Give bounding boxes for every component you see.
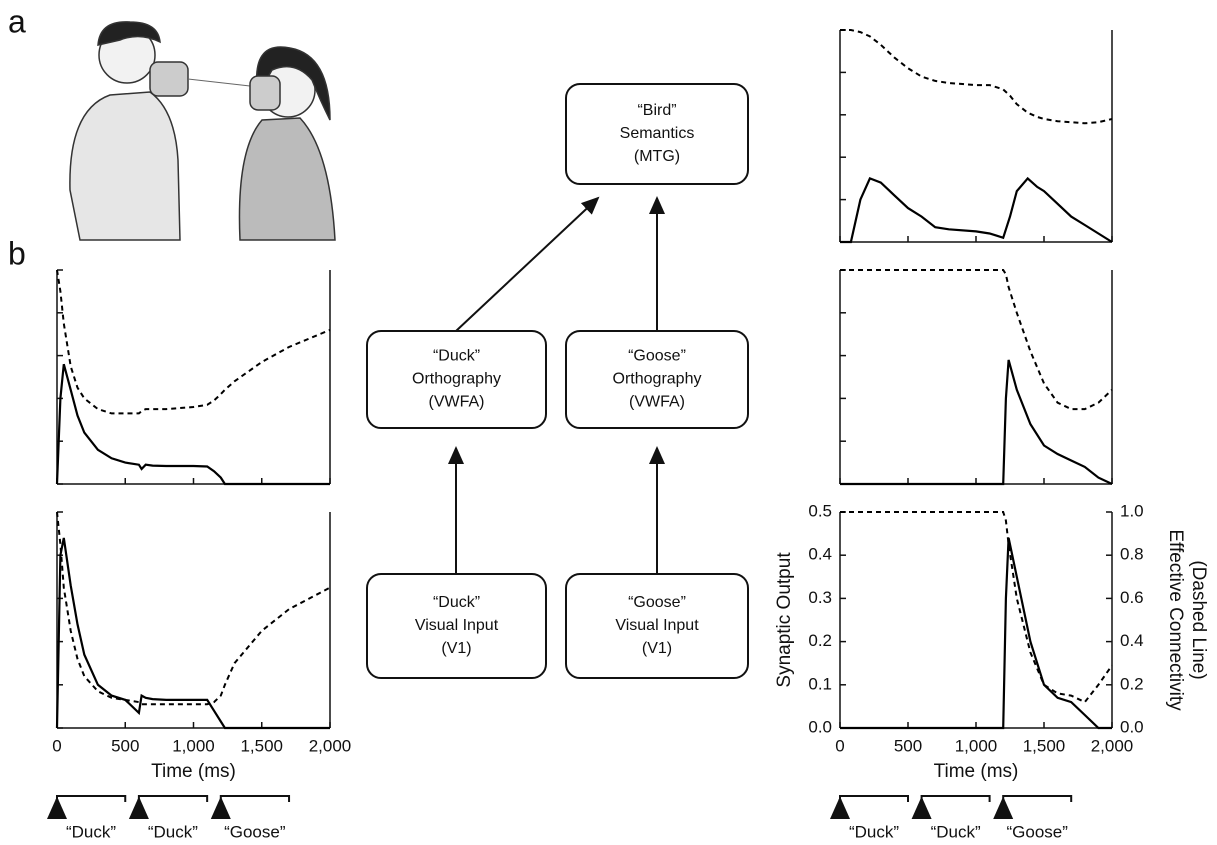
node-label: (MTG) bbox=[634, 148, 680, 165]
y2-tick-label: 0.2 bbox=[1120, 674, 1144, 693]
node-label: “Duck” bbox=[433, 348, 480, 365]
x-axis-label: Time (ms) bbox=[934, 761, 1019, 782]
node-label: Orthography bbox=[412, 371, 501, 388]
stimulus-bracket bbox=[221, 796, 289, 802]
x-tick-label: 1,500 bbox=[1023, 736, 1066, 755]
node-label: “Goose” bbox=[628, 594, 686, 611]
node-label: “Goose” bbox=[628, 348, 686, 365]
x-tick-label: 0 bbox=[835, 736, 844, 755]
stimulus-label: “Goose” bbox=[1006, 822, 1068, 841]
stimulus-bracket bbox=[922, 796, 990, 802]
series-line bbox=[840, 30, 1112, 123]
y2-axis-label: Effective Connectivity bbox=[1165, 529, 1186, 711]
node-label: Orthography bbox=[613, 371, 702, 388]
y-tick-label: 0.3 bbox=[808, 588, 832, 607]
series-line bbox=[57, 270, 330, 413]
x-tick-label: 1,000 bbox=[955, 736, 998, 755]
y2-tick-label: 0.6 bbox=[1120, 588, 1144, 607]
panel-label: b bbox=[8, 235, 26, 271]
y-tick-label: 0.1 bbox=[808, 674, 832, 693]
x-tick-label: 500 bbox=[894, 736, 922, 755]
node-label: Visual Input bbox=[615, 617, 699, 634]
y-axis-label: Synaptic Output bbox=[774, 552, 795, 688]
y-tick-label: 0.4 bbox=[808, 545, 832, 564]
y2-tick-label: 0.8 bbox=[1120, 545, 1144, 564]
y2-tick-label: 0.0 bbox=[1120, 717, 1144, 736]
x-tick-label: 1,000 bbox=[172, 736, 215, 755]
y-tick-label: 0.5 bbox=[808, 501, 832, 520]
node-label: Visual Input bbox=[415, 617, 499, 634]
arrow bbox=[456, 198, 598, 331]
x-axis-label: Time (ms) bbox=[151, 761, 236, 782]
stimulus-bracket bbox=[139, 796, 207, 802]
stimulus-label: “Goose” bbox=[224, 822, 286, 841]
stimulus-label: “Duck” bbox=[931, 822, 981, 841]
node-label: “Bird” bbox=[637, 102, 676, 119]
node-label: (V1) bbox=[441, 640, 471, 657]
charts: 0 500 1,000 1,500 2,000 Time (ms) “Duck” “Duck”… bbox=[52, 30, 1209, 841]
figure: a b “Bird” Semantics (MTG) “Duck” Orthograph… bbox=[0, 0, 1217, 845]
stimulus-label: “Duck” bbox=[849, 822, 899, 841]
illustration bbox=[70, 22, 335, 240]
series-line bbox=[840, 178, 1112, 242]
y2-tick-label: 1.0 bbox=[1120, 501, 1144, 520]
node-label: (VWFA) bbox=[429, 394, 485, 411]
x-tick-label: 2,000 bbox=[1091, 736, 1134, 755]
series-line bbox=[840, 270, 1112, 409]
y2-axis-label: (Dashed Line) bbox=[1188, 560, 1209, 679]
stimulus-label: “Duck” bbox=[148, 822, 198, 841]
node-label: (V1) bbox=[642, 640, 672, 657]
x-tick-label: 2,000 bbox=[309, 736, 352, 755]
node-label: (VWFA) bbox=[629, 394, 685, 411]
node-label: “Duck” bbox=[433, 594, 480, 611]
series-line bbox=[840, 512, 1112, 702]
x-tick-label: 0 bbox=[52, 736, 61, 755]
series-line bbox=[57, 538, 330, 728]
stimulus-bracket bbox=[57, 796, 125, 802]
y-tick-label: 0.0 bbox=[808, 717, 832, 736]
panel-label: a bbox=[8, 3, 26, 39]
series-line bbox=[57, 512, 330, 704]
x-tick-label: 500 bbox=[111, 736, 139, 755]
stimulus-bracket bbox=[1003, 796, 1071, 802]
stimulus-bracket bbox=[840, 796, 908, 802]
node-label: Semantics bbox=[620, 125, 695, 142]
series-line bbox=[840, 360, 1112, 484]
y-tick-label: 0.2 bbox=[808, 631, 832, 650]
stimulus-label: “Duck” bbox=[66, 822, 116, 841]
y2-tick-label: 0.4 bbox=[1120, 631, 1144, 650]
series-line bbox=[57, 364, 330, 484]
series-line bbox=[840, 538, 1112, 728]
x-tick-label: 1,500 bbox=[240, 736, 283, 755]
